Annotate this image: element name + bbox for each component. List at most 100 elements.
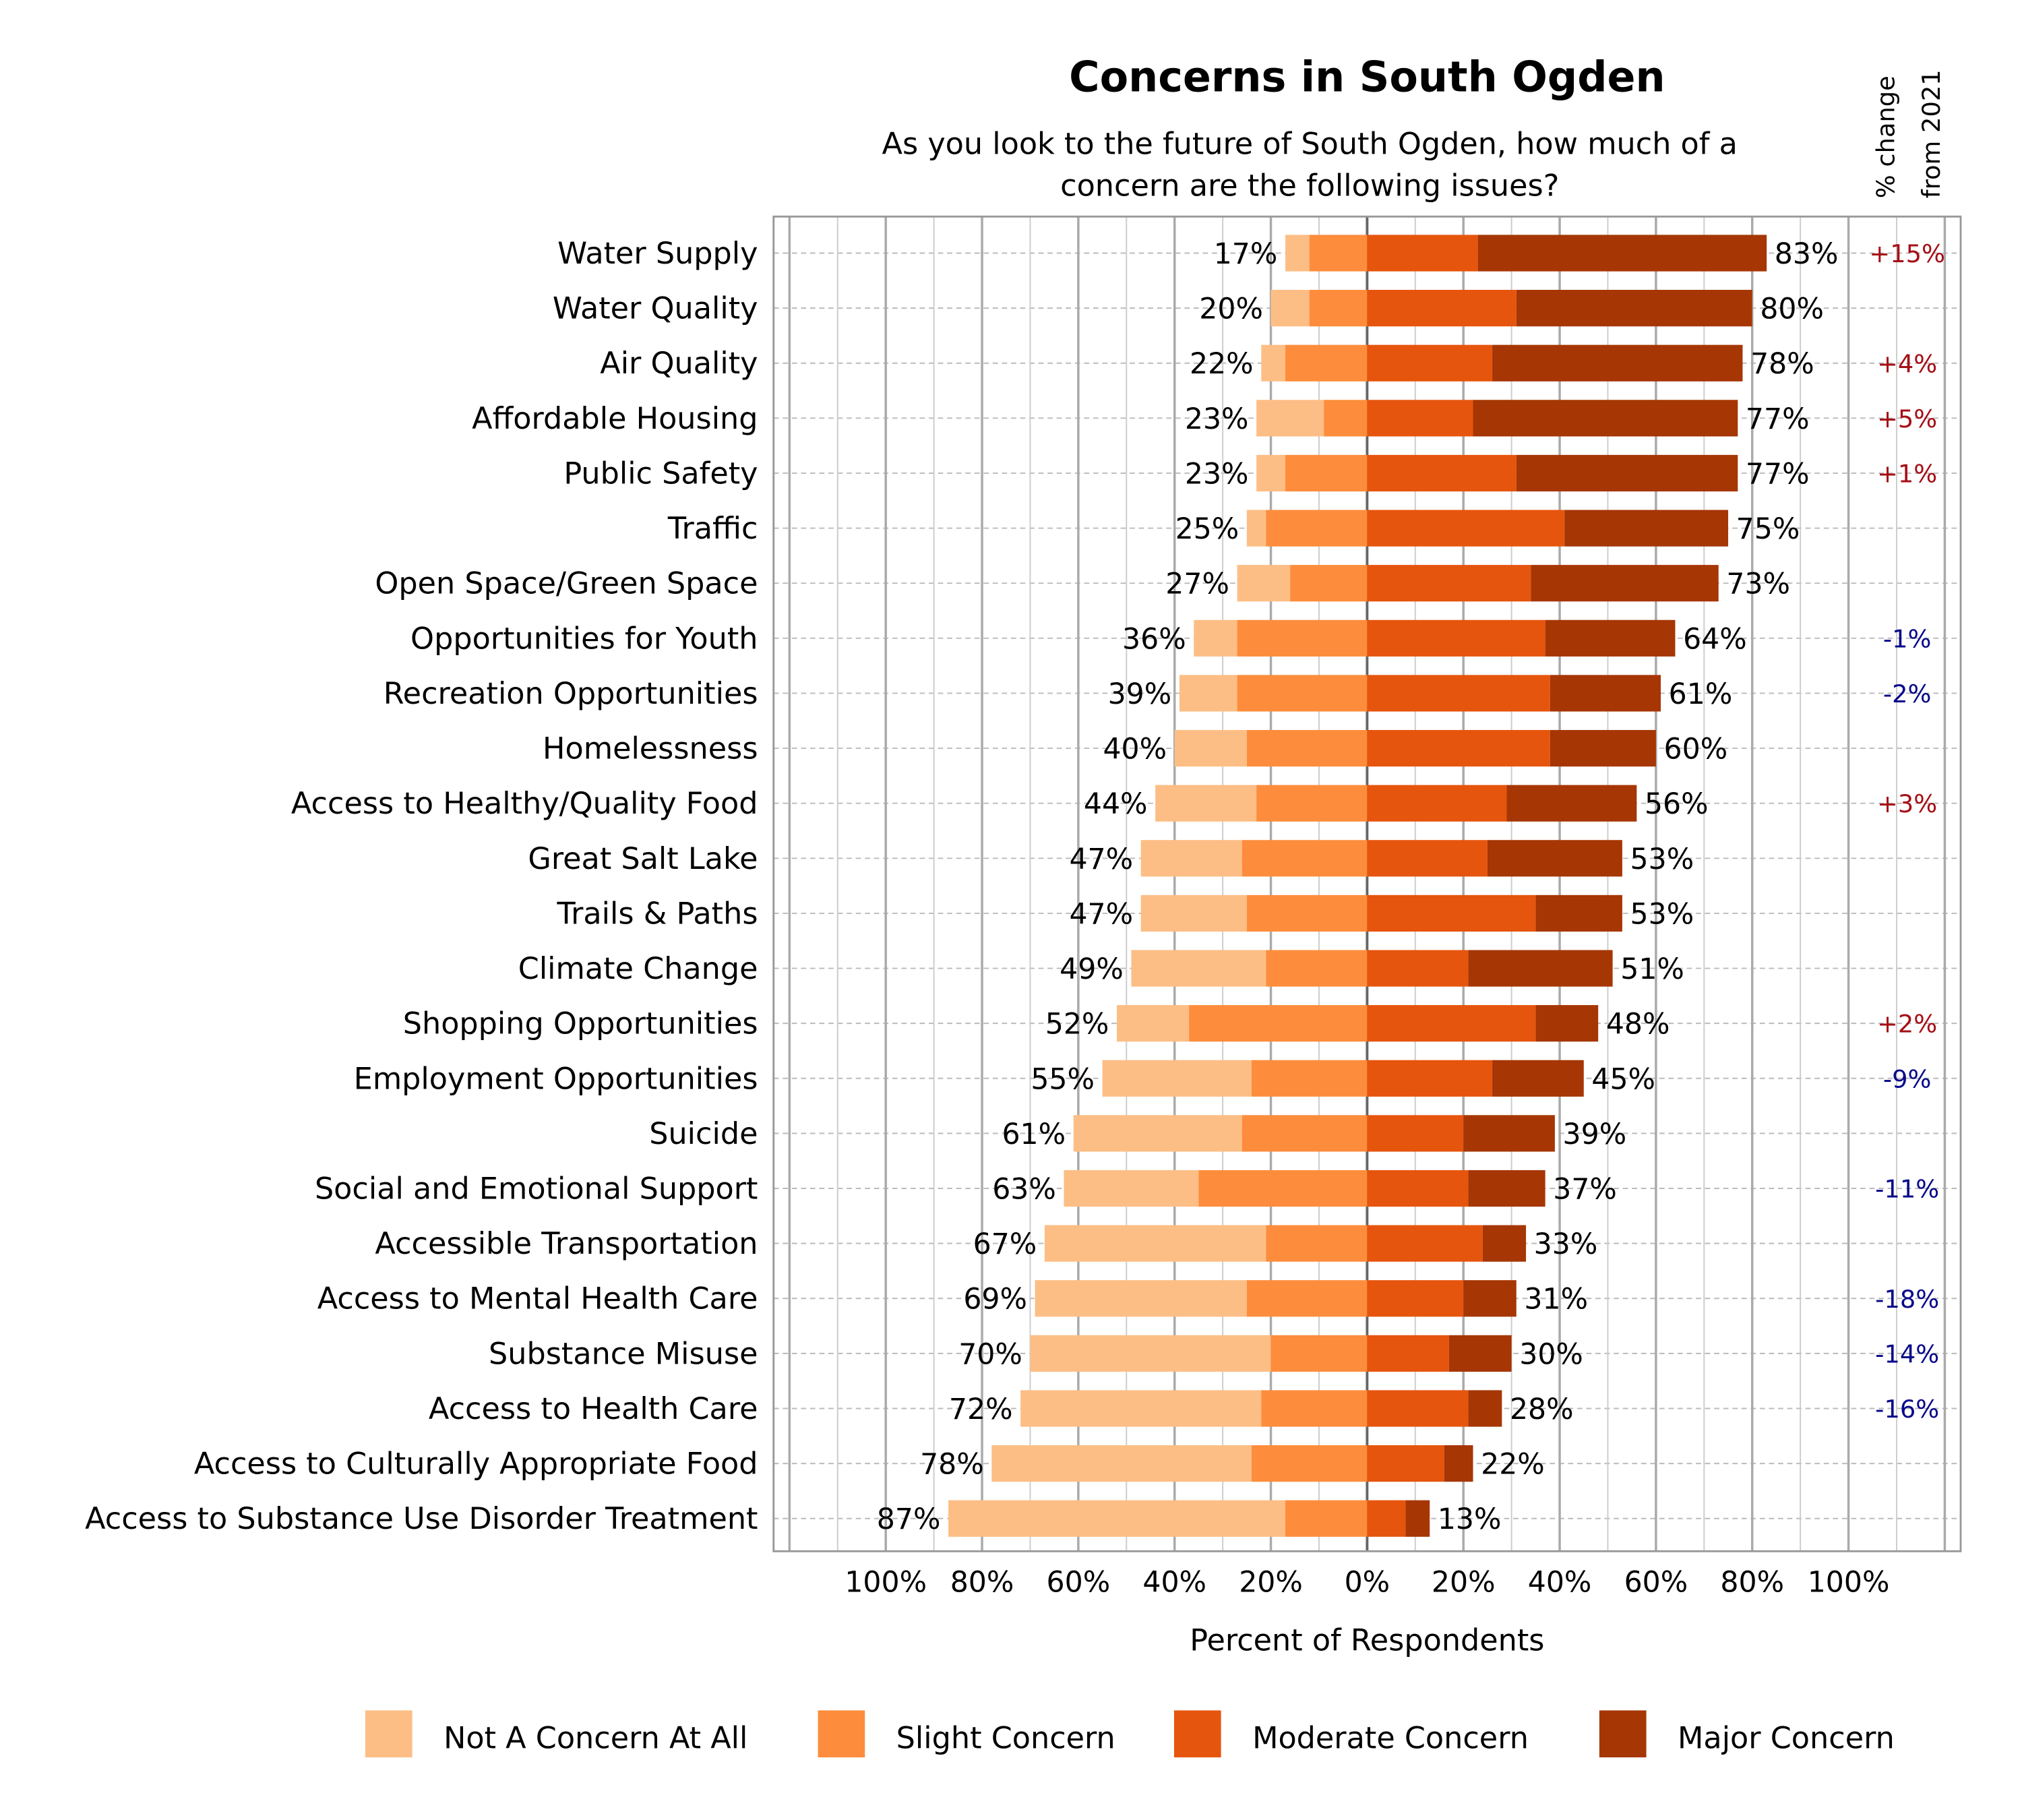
legend-label: Moderate Concern xyxy=(1252,1722,1529,1756)
change-from-2021-label: +5% xyxy=(1877,404,1937,433)
right-total-label: 48% xyxy=(1606,1008,1670,1041)
bar-major-concern xyxy=(1448,1335,1512,1372)
change-from-2021-label: -16% xyxy=(1875,1395,1939,1424)
left-total-label: 55% xyxy=(1031,1062,1095,1096)
bar-not-a-concern xyxy=(1140,840,1242,877)
category-label: Access to Substance Use Disorder Treatme… xyxy=(85,1502,758,1536)
category-label: Social and Emotional Support xyxy=(315,1172,758,1206)
right-total-label: 77% xyxy=(1746,457,1810,491)
left-total-label: 27% xyxy=(1165,568,1229,601)
bar-major-concern xyxy=(1468,1390,1502,1427)
x-tick-label: 60% xyxy=(1047,1565,1111,1599)
change-from-2021-label: +4% xyxy=(1877,349,1937,378)
right-total-label: 73% xyxy=(1726,568,1790,601)
bar-slight-concern xyxy=(1309,235,1368,272)
left-total-label: 39% xyxy=(1108,677,1172,711)
category-label: Homelessness xyxy=(543,732,758,766)
category-label: Recreation Opportunities xyxy=(384,677,758,711)
bar-slight-concern xyxy=(1189,1005,1368,1042)
bar-slight-concern xyxy=(1237,675,1368,712)
bar-major-concern xyxy=(1516,454,1738,492)
bar-moderate-concern xyxy=(1367,1445,1444,1482)
legend-swatch xyxy=(818,1710,865,1758)
bar-not-a-concern xyxy=(1140,894,1247,932)
legend-label: Major Concern xyxy=(1678,1722,1895,1756)
change-from-2021-label: -18% xyxy=(1875,1285,1939,1314)
category-label: Access to Culturally Appropriate Food xyxy=(194,1447,758,1482)
right-total-label: 53% xyxy=(1630,843,1694,876)
x-tick-label: 60% xyxy=(1624,1565,1688,1599)
labels: Water Supply 17% 83% +15% Water Quality 20% 80… xyxy=(85,237,1945,1536)
bar-moderate-concern xyxy=(1367,950,1469,987)
right-total-label: 37% xyxy=(1553,1172,1617,1206)
bar-slight-concern xyxy=(1246,1280,1368,1317)
bar-not-a-concern xyxy=(1044,1225,1266,1262)
change-from-2021-label: +15% xyxy=(1869,239,1945,268)
bar-major-concern xyxy=(1487,840,1622,877)
bar-not-a-concern xyxy=(1237,565,1291,602)
right-total-label: 61% xyxy=(1669,677,1733,711)
category-label: Substance Misuse xyxy=(489,1337,758,1371)
left-total-label: 69% xyxy=(963,1283,1027,1316)
x-axis-label: Percent of Respondents xyxy=(1190,1623,1544,1658)
bar-slight-concern xyxy=(1324,400,1368,437)
category-label: Public Safety xyxy=(563,456,758,491)
x-tick-label: 100% xyxy=(845,1565,927,1599)
bar-major-concern xyxy=(1550,675,1661,712)
left-total-label: 47% xyxy=(1069,897,1133,931)
left-total-label: 22% xyxy=(1190,347,1254,381)
bar-not-a-concern xyxy=(1179,675,1237,712)
right-total-label: 33% xyxy=(1534,1227,1598,1261)
bar-major-concern xyxy=(1492,344,1743,382)
bar-slight-concern xyxy=(1242,840,1368,877)
left-total-label: 47% xyxy=(1069,843,1133,876)
bar-not-a-concern xyxy=(1256,400,1324,437)
bar-moderate-concern xyxy=(1367,1115,1464,1152)
right-total-label: 53% xyxy=(1630,897,1694,931)
bar-not-a-concern xyxy=(1020,1390,1262,1427)
left-total-label: 70% xyxy=(958,1337,1022,1371)
bar-slight-concern xyxy=(1270,1335,1368,1372)
left-total-label: 23% xyxy=(1185,457,1249,491)
bar-not-a-concern xyxy=(1030,1335,1271,1372)
left-total-label: 61% xyxy=(1002,1118,1066,1151)
bar-not-a-concern xyxy=(1256,454,1285,492)
bar-major-concern xyxy=(1545,619,1676,657)
bar-major-concern xyxy=(1535,894,1622,932)
bars xyxy=(948,235,1767,1537)
left-total-label: 67% xyxy=(973,1227,1037,1261)
bar-slight-concern xyxy=(1246,729,1368,767)
bar-moderate-concern xyxy=(1367,290,1516,327)
bar-not-a-concern xyxy=(1102,1060,1252,1097)
x-tick-label: 0% xyxy=(1345,1565,1390,1599)
category-label: Accessible Transportation xyxy=(375,1227,758,1261)
x-tick-label: 20% xyxy=(1239,1565,1303,1599)
bar-major-concern xyxy=(1444,1445,1473,1482)
bar-not-a-concern xyxy=(1270,290,1310,327)
right-total-label: 80% xyxy=(1760,293,1824,326)
category-label: Water Quality xyxy=(553,292,758,326)
left-total-label: 40% xyxy=(1103,733,1167,766)
change-from-2021-label: +2% xyxy=(1877,1010,1937,1039)
left-total-label: 20% xyxy=(1199,293,1263,326)
bar-moderate-concern xyxy=(1367,894,1536,932)
bar-moderate-concern xyxy=(1367,619,1545,657)
bar-major-concern xyxy=(1463,1115,1555,1152)
left-total-label: 72% xyxy=(949,1393,1013,1426)
bar-major-concern xyxy=(1506,785,1637,822)
right-total-label: 31% xyxy=(1524,1283,1588,1316)
bar-slight-concern xyxy=(1251,1060,1368,1097)
left-total-label: 49% xyxy=(1060,952,1124,986)
x-tick-label: 100% xyxy=(1808,1565,1890,1599)
bar-moderate-concern xyxy=(1367,400,1473,437)
right-total-label: 39% xyxy=(1563,1118,1627,1151)
legend: Not A Concern At All Slight Concern Modera… xyxy=(365,1710,1895,1758)
category-label: Shopping Opportunities xyxy=(403,1007,758,1041)
change-from-2021-label: -11% xyxy=(1875,1175,1939,1204)
category-label: Access to Healthy/Quality Food xyxy=(291,787,758,821)
bar-not-a-concern xyxy=(1261,344,1285,382)
bar-major-concern xyxy=(1405,1500,1430,1537)
left-total-label: 23% xyxy=(1185,402,1249,436)
right-total-label: 30% xyxy=(1519,1337,1583,1371)
